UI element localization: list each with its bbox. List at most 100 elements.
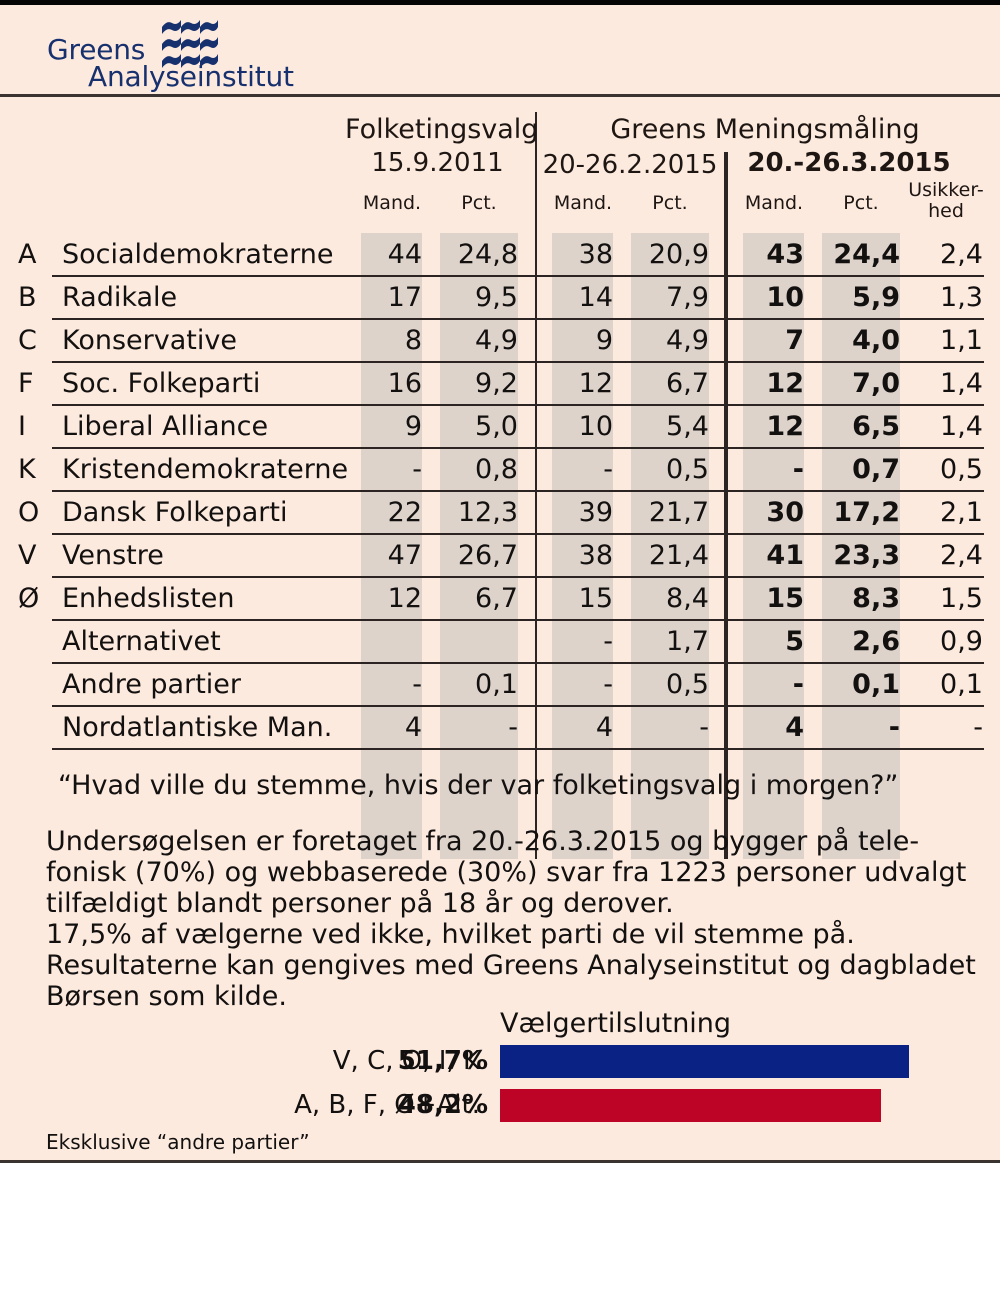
poll-prev-pct: 20,9 — [648, 239, 709, 270]
party-letter: V — [18, 540, 37, 571]
subheader-uncertainty-line2: hed — [928, 200, 964, 222]
subheader-p1-mand: Mand. — [553, 192, 613, 214]
poll-prev-seats: 38 — [578, 540, 613, 571]
party-letter: F — [18, 368, 34, 399]
brand-name-line1: Greens — [47, 33, 146, 66]
uncertainty: 2,4 — [940, 239, 983, 270]
election-seats: 12 — [387, 583, 422, 614]
poll-prev-seats: 39 — [578, 497, 613, 528]
masthead: Greens Analyseinstitut — [0, 5, 1000, 94]
poll-pct: 17,2 — [833, 497, 900, 528]
methodology-line-3: tilfældigt blandt personer på 18 år og d… — [46, 888, 674, 919]
party-name: Konservative — [62, 325, 237, 356]
table-row: Ø Enhedslisten 12 6,7 15 8,4 15 8,3 1,5 — [0, 577, 1000, 621]
party-letter: O — [18, 497, 40, 528]
poll-seats: - — [792, 454, 804, 485]
methodology-line-5: Resultaterne kan gengives med Greens Ana… — [46, 950, 976, 981]
subheader-p2-mand: Mand. — [744, 192, 804, 214]
poll-prev-pct: 0,5 — [666, 669, 709, 700]
election-seats: 8 — [404, 325, 422, 356]
poll-pct: 2,6 — [852, 626, 900, 657]
uncertainty: 0,9 — [940, 626, 983, 657]
poll-pct: - — [888, 712, 900, 743]
row-separator — [52, 361, 984, 363]
table-row: V Venstre 47 26,7 38 21,4 41 23,3 2,4 — [0, 534, 1000, 578]
row-separator — [52, 705, 984, 707]
group-title-poll: Greens Meningsmåling — [610, 114, 920, 145]
poll-prev-seats: 12 — [578, 368, 613, 399]
bloc-bar-red — [500, 1089, 881, 1122]
row-separator — [52, 533, 984, 535]
poll-prev-pct: 21,4 — [648, 540, 709, 571]
election-pct: 5,0 — [475, 411, 518, 442]
row-separator — [52, 447, 984, 449]
uncertainty: 1,4 — [940, 368, 983, 399]
poll-prev-pct: 6,7 — [666, 368, 709, 399]
greens-waves-logo-icon — [162, 20, 218, 68]
party-name: Kristendemokraterne — [62, 454, 349, 485]
poll-pct: 7,0 — [852, 368, 900, 399]
bloc-label-blue: V, C, O, I, K — [332, 1046, 480, 1076]
subheader-uncertainty-line1: Usikker- — [908, 179, 984, 201]
poll-pct: 0,7 — [852, 454, 900, 485]
bloc-value-red: 48,2% — [397, 1090, 488, 1120]
table-row: B Radikale 17 9,5 14 7,9 10 5,9 1,3 — [0, 276, 1000, 320]
party-letter: I — [18, 411, 26, 442]
table-header: Folketingsvalg 15.9.2011 Greens Meningsm… — [0, 104, 1000, 233]
poll-prev-seats: - — [603, 669, 613, 700]
row-separator — [52, 576, 984, 578]
election-seats: - — [412, 454, 422, 485]
election-seats: 17 — [387, 282, 422, 313]
brand-name-line2: Analyseinstitut — [88, 60, 294, 93]
poll-prev-pct: 8,4 — [666, 583, 709, 614]
poll-seats: 10 — [766, 282, 804, 313]
table-row: Andre partier - 0,1 - 0,5 - 0,1 0,1 — [0, 663, 1000, 707]
group-divider-1 — [535, 112, 537, 859]
table-row: A Socialdemokraterne 44 24,8 38 20,9 43 24,4 2,4 — [0, 233, 1000, 277]
masthead-rule — [0, 94, 1000, 97]
group-date-poll-prev: 20-26.2.2015 — [542, 150, 718, 180]
group-divider-2 — [724, 152, 728, 859]
poll-prev-pct: 5,4 — [666, 411, 709, 442]
poll-prev-pct: 1,7 — [666, 626, 709, 657]
poll-seats: 5 — [785, 626, 804, 657]
table-row: K Kristendemokraterne - 0,8 - 0,5 - 0,7 0,5 — [0, 448, 1000, 492]
methodology-line-1: Undersøgelsen er foretaget fra 20.-26.3.… — [46, 826, 920, 857]
party-name: Venstre — [62, 540, 164, 571]
party-name: Radikale — [62, 282, 178, 313]
election-pct: 9,2 — [475, 368, 518, 399]
chart-footnote: Eksklusive “andre partier” — [46, 1130, 310, 1154]
election-seats: - — [412, 669, 422, 700]
party-letter: K — [18, 454, 36, 485]
row-separator — [52, 748, 984, 750]
party-letter: C — [18, 325, 37, 356]
election-pct: 4,9 — [475, 325, 518, 356]
chart-title: Vælgertilslutning — [500, 1008, 732, 1039]
party-name: Andre partier — [62, 669, 242, 700]
party-name: Enhedslisten — [62, 583, 235, 614]
election-pct: 9,5 — [475, 282, 518, 313]
subheader-e-mand: Mand. — [362, 192, 422, 214]
survey-question-quote: “Hvad ville du stemme, hvis der var folk… — [58, 770, 899, 801]
poll-prev-seats: - — [603, 454, 613, 485]
bloc-value-blue: 51,7% — [397, 1046, 488, 1076]
bloc-bar-blue — [500, 1045, 909, 1078]
election-seats: 22 — [387, 497, 422, 528]
uncertainty: 0,5 — [940, 454, 983, 485]
party-name: Socialdemokraterne — [62, 239, 334, 270]
group-date-election: 15.9.2011 — [371, 148, 504, 178]
poll-seats: 4 — [785, 712, 804, 743]
poll-prev-pct: 21,7 — [648, 497, 709, 528]
poll-pct: 5,9 — [852, 282, 900, 313]
row-separator — [52, 619, 984, 621]
row-separator — [52, 318, 984, 320]
election-pct: 6,7 — [475, 583, 518, 614]
poll-seats: 41 — [766, 540, 804, 571]
poll-prev-seats: 9 — [595, 325, 613, 356]
election-pct: 24,8 — [457, 239, 518, 270]
poll-prev-seats: 14 — [578, 282, 613, 313]
group-date-poll-current: 20.-26.3.2015 — [747, 148, 951, 178]
poll-prev-seats: 38 — [578, 239, 613, 270]
table-row: O Dansk Folkeparti 22 12,3 39 21,7 30 17,2 2,1 — [0, 491, 1000, 535]
